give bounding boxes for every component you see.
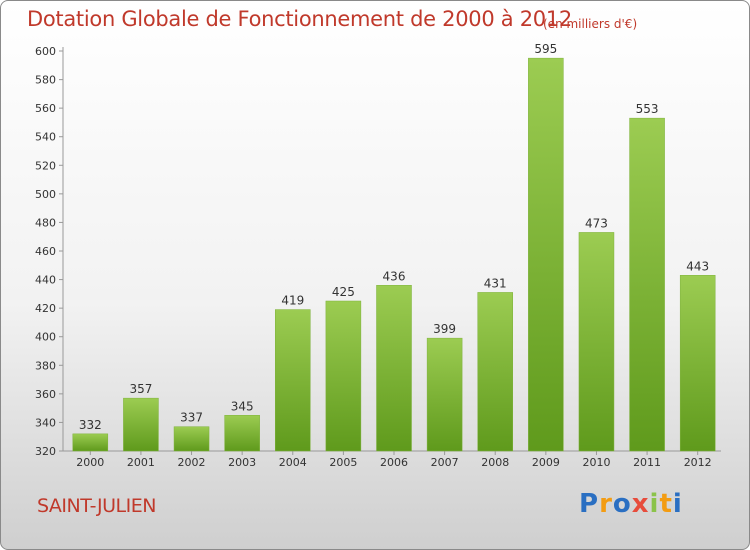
- bar: [528, 57, 564, 452]
- y-tick-label: 420: [35, 302, 56, 315]
- data-label: 595: [534, 42, 557, 56]
- x-tick-label: 2012: [684, 456, 712, 469]
- proxiti-logo: Proxiti: [579, 489, 683, 519]
- x-tick-label: 2004: [279, 456, 307, 469]
- data-label: 357: [129, 382, 152, 396]
- x-tick-label: 2007: [431, 456, 459, 469]
- data-label: 419: [281, 294, 304, 308]
- data-label: 332: [79, 418, 102, 432]
- logo-letter: o: [612, 489, 632, 519]
- logo-letter: i: [649, 489, 660, 519]
- y-tick-label: 320: [35, 445, 56, 458]
- y-tick-label: 500: [35, 188, 56, 201]
- bar: [123, 397, 159, 452]
- y-tick-label: 340: [35, 416, 56, 429]
- x-tick-label: 2011: [633, 456, 661, 469]
- y-tick-label: 400: [35, 331, 56, 344]
- y-tick-label: 380: [35, 359, 56, 372]
- bar: [578, 232, 615, 452]
- bar: [679, 275, 716, 452]
- bar: [426, 337, 463, 452]
- bar: [376, 285, 412, 452]
- bar: [275, 309, 311, 452]
- bar: [629, 117, 665, 452]
- data-label: 431: [484, 276, 507, 290]
- bar: [224, 415, 260, 452]
- data-label: 337: [180, 411, 203, 425]
- y-tick-label: 560: [35, 102, 56, 115]
- logo-letter: P: [579, 489, 600, 519]
- x-tick-label: 2008: [481, 456, 509, 469]
- chart-unit-note: (en milliers d'€): [543, 17, 638, 31]
- x-tick-label: 2006: [380, 456, 408, 469]
- logo-letter: r: [599, 489, 613, 519]
- x-tick-label: 2009: [532, 456, 560, 469]
- y-tick-label: 440: [35, 274, 56, 287]
- x-tick-label: 2002: [178, 456, 206, 469]
- y-tick-label: 460: [35, 245, 56, 258]
- data-label: 473: [585, 216, 608, 230]
- x-tick-label: 2010: [582, 456, 610, 469]
- logo-letter: t: [659, 489, 673, 519]
- data-label: 345: [231, 399, 254, 413]
- y-tick-label: 520: [35, 159, 56, 172]
- bar: [72, 433, 109, 452]
- data-label: 399: [433, 322, 456, 336]
- commune-name: SAINT-JULIEN: [37, 495, 156, 517]
- data-label: 436: [383, 269, 406, 283]
- chart-title: Dotation Globale de Fonctionnement de 20…: [27, 7, 572, 31]
- y-tick-label: 580: [35, 74, 56, 87]
- x-tick-label: 2001: [127, 456, 155, 469]
- y-tick-label: 360: [35, 388, 56, 401]
- data-label: 553: [636, 102, 659, 116]
- data-label: 443: [686, 259, 709, 273]
- logo-letter: i: [672, 489, 683, 519]
- bar: [325, 300, 362, 452]
- y-tick-label: 480: [35, 216, 56, 229]
- bar: [173, 426, 210, 452]
- y-tick-label: 600: [35, 45, 56, 58]
- y-tick-label: 540: [35, 131, 56, 144]
- logo-letter: x: [631, 489, 650, 519]
- bar: [477, 292, 513, 452]
- x-tick-label: 2005: [329, 456, 357, 469]
- x-tick-label: 2000: [76, 456, 104, 469]
- x-tick-label: 2003: [228, 456, 256, 469]
- data-label: 425: [332, 285, 355, 299]
